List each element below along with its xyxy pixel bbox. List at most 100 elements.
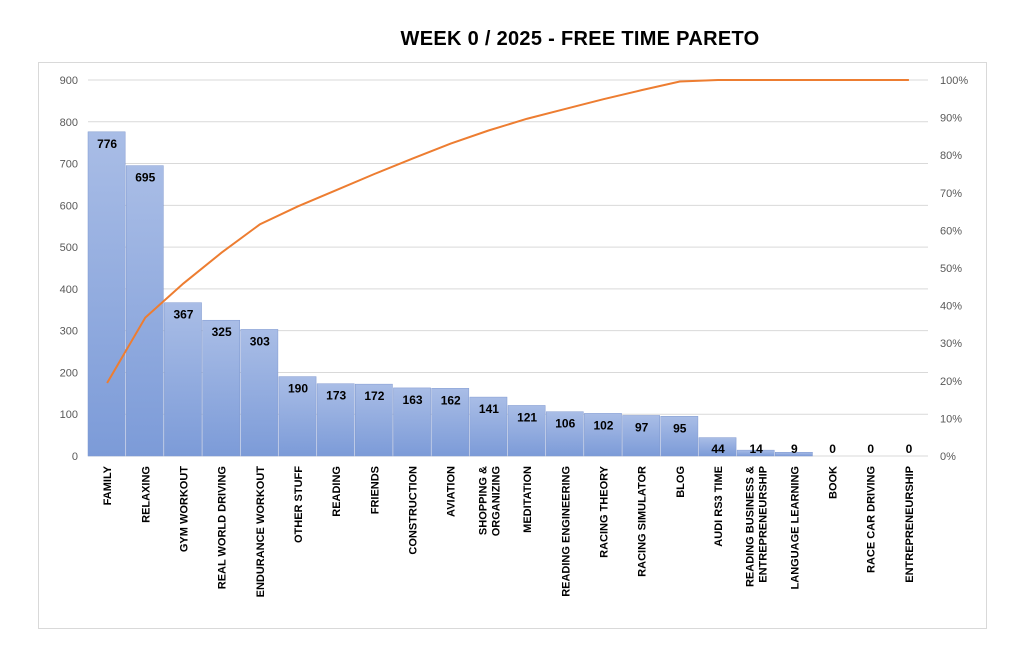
category-label: FAMILY	[102, 465, 114, 505]
bar-value-label: 695	[135, 171, 155, 185]
right-axis: 0% 10% 20% 30% 40% 50% 60% 70% 80% 90% 100%	[940, 75, 968, 463]
category-label: READING	[331, 466, 343, 517]
category-label: READING BUSINESS & ENTREPRENEURSHIP	[745, 466, 770, 587]
bar	[355, 383, 393, 457]
category-label-line: RACING SIMULATOR	[637, 466, 649, 577]
category-label-line: REAL WORLD DRIVING	[217, 466, 229, 589]
bar-value-label: 97	[635, 420, 649, 434]
bar-value-label: 14	[750, 442, 764, 456]
category-label: ENTREPRENEURSHIP	[904, 466, 916, 583]
data-labels: 776 695 367 325 303 190 173 172 163 162 141 121 106 1…	[97, 137, 912, 456]
category-label-line: ENTREPRENEURSHIP	[758, 466, 770, 583]
category-label: REAL WORLD DRIVING	[217, 466, 229, 589]
category-label-line: RELAXING	[140, 466, 152, 523]
bar	[316, 383, 355, 457]
category-label-line: ENDURANCE WORKOUT	[255, 466, 267, 598]
cumulative-line-series	[106, 79, 909, 384]
bar-value-label: 303	[250, 334, 270, 348]
bar-series	[87, 131, 813, 457]
category-label: GYM WORKOUT	[178, 466, 190, 552]
left-tick-label: 500	[60, 242, 78, 254]
bar	[775, 451, 813, 457]
category-label-line: ORGANIZING	[490, 466, 502, 536]
category-label: AUDI RS3 TIME	[713, 466, 725, 547]
category-label-line: BOOK	[828, 466, 840, 499]
left-tick-label: 900	[60, 75, 78, 87]
bar-value-label: 776	[97, 137, 117, 151]
bar	[584, 413, 622, 457]
category-label: FRIENDS	[369, 466, 381, 514]
bar-value-label: 102	[593, 418, 613, 432]
category-label: BLOG	[675, 466, 687, 498]
left-tick-label: 0	[72, 451, 78, 463]
bar-value-label: 95	[673, 421, 687, 435]
category-label: AVIATION	[446, 466, 458, 517]
bar	[278, 376, 317, 457]
bar	[698, 437, 737, 457]
bar-value-label: 173	[326, 389, 346, 403]
category-label-line: OTHER STUFF	[293, 466, 305, 543]
left-tick-label: 600	[60, 200, 78, 212]
bar-value-label: 0	[867, 442, 874, 456]
category-label-line: GYM WORKOUT	[178, 466, 190, 552]
bar-value-label: 172	[364, 389, 384, 403]
bar-value-label: 163	[403, 393, 423, 407]
category-label-line: AVIATION	[446, 466, 458, 517]
category-label-line: FAMILY	[102, 465, 114, 505]
bar-value-label: 0	[829, 442, 836, 456]
category-label: MEDITATION	[522, 466, 534, 533]
bar	[660, 416, 699, 457]
bar	[240, 329, 279, 457]
category-label: BOOK	[828, 466, 840, 499]
category-label: RACING SIMULATOR	[637, 466, 649, 577]
bar-value-label: 121	[517, 410, 537, 424]
right-tick-label: 20%	[940, 376, 962, 388]
category-label-line: FRIENDS	[369, 466, 381, 514]
category-label: RELAXING	[140, 466, 152, 523]
bar	[507, 405, 546, 457]
bar	[736, 449, 775, 457]
left-tick-label: 200	[60, 367, 78, 379]
category-label-line: CONSTRUCTION	[408, 466, 420, 555]
bar-value-label: 44	[711, 442, 725, 456]
left-axis: 0 100 200 300 400 500 600 700 800 900	[60, 75, 78, 463]
category-label: OTHER STUFF	[293, 466, 305, 543]
category-label: ENDURANCE WORKOUT	[255, 466, 267, 598]
category-label-line: BLOG	[675, 466, 687, 498]
category-label-line: LANGUAGE LEARNING	[789, 466, 801, 589]
bar	[202, 319, 240, 457]
right-tick-label: 100%	[940, 75, 968, 87]
right-tick-label: 30%	[940, 338, 962, 350]
bar	[622, 415, 660, 457]
bar-value-label: 9	[791, 442, 798, 456]
chart-frame	[38, 62, 987, 629]
category-label-line: MEDITATION	[522, 466, 534, 533]
bar	[125, 165, 164, 457]
right-tick-label: 40%	[940, 301, 962, 313]
chart-title: WEEK 0 / 2025 - FREE TIME PARETO	[400, 28, 760, 50]
bar-value-label: 141	[479, 402, 499, 416]
category-label-line: RACE CAR DRIVING	[866, 466, 878, 573]
category-label-line: SHOPPING &	[477, 466, 489, 535]
right-tick-label: 0%	[940, 451, 956, 463]
left-tick-label: 700	[60, 159, 78, 171]
category-label-line: READING	[331, 466, 343, 517]
right-tick-label: 50%	[940, 263, 962, 275]
category-label: CONSTRUCTION	[408, 466, 420, 555]
right-tick-label: 60%	[940, 225, 962, 237]
bar	[545, 411, 584, 457]
bar	[87, 131, 126, 457]
left-tick-label: 400	[60, 284, 78, 296]
category-label-line: AUDI RS3 TIME	[713, 466, 725, 547]
category-label: SHOPPING & ORGANIZING	[477, 466, 502, 536]
left-tick-label: 100	[60, 409, 78, 421]
category-label: RACE CAR DRIVING	[866, 466, 878, 573]
bar-value-label: 190	[288, 382, 308, 396]
category-label-line: ENTREPRENEURSHIP	[904, 466, 916, 583]
bar-value-label: 162	[441, 393, 461, 407]
category-label-line: READING ENGINEERING	[560, 466, 572, 597]
category-label: RACING THEORY	[598, 465, 610, 558]
bar	[469, 396, 508, 457]
bar-value-label: 106	[555, 417, 575, 431]
